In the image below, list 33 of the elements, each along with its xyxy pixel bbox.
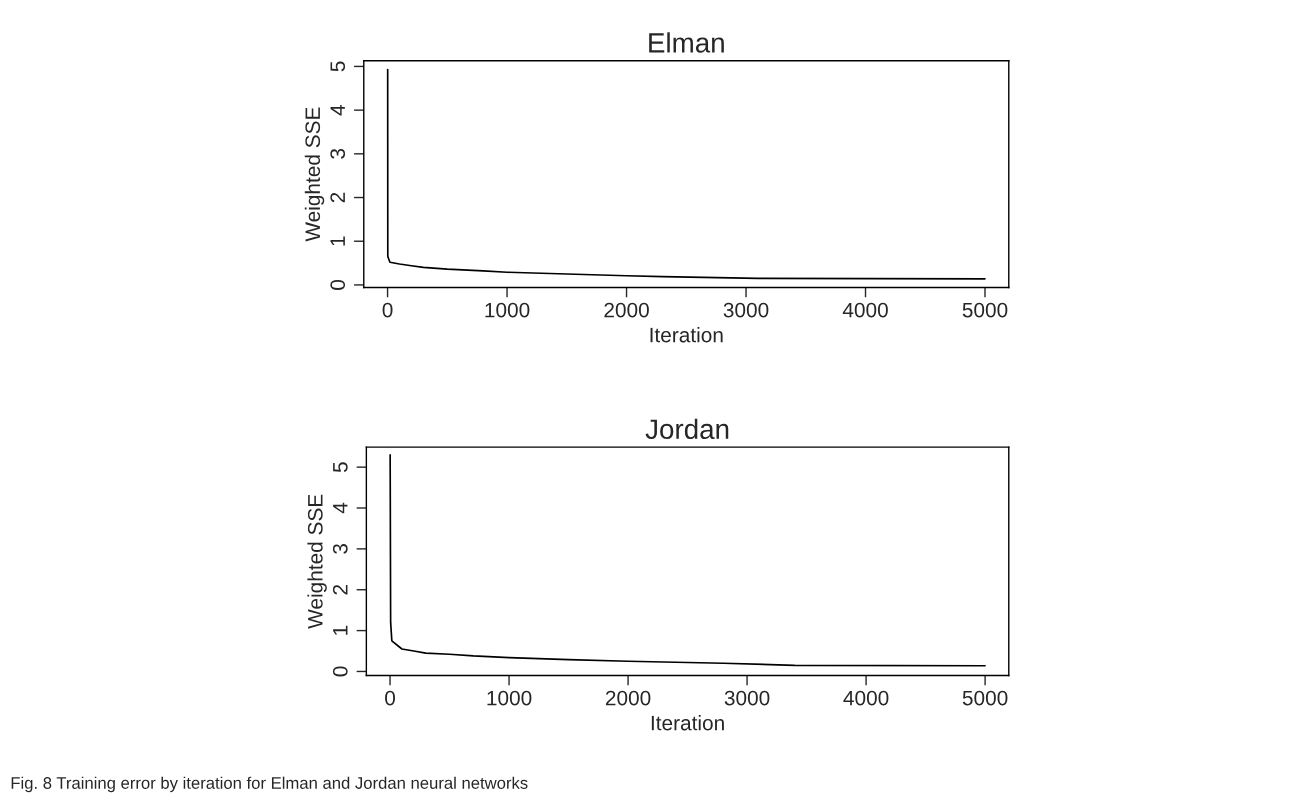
line-series [386, 68, 986, 280]
x-tick-label: 3000 [723, 302, 769, 318]
chart-title: Elman [649, 32, 724, 53]
y-tick-label: 2 [330, 192, 345, 203]
x-tick-label: 5000 [962, 690, 1008, 706]
y-tick-label: 1 [330, 236, 345, 246]
y-tick-label: 3 [330, 148, 346, 159]
x-axis-title: Iteration [651, 715, 724, 731]
y-axis-title: Weighted SSE [304, 107, 325, 242]
x-tick-label: 3000 [724, 690, 770, 706]
x-tick-label: 0 [385, 690, 396, 706]
y-tick-label: 0 [332, 666, 348, 677]
x-tick-label: 2000 [605, 690, 651, 706]
y-tick-label: 2 [332, 584, 348, 595]
x-tick-label: 4000 [842, 302, 888, 318]
y-tick-label: 4 [330, 104, 345, 116]
y-tick-label: 0 [330, 279, 346, 290]
x-tick-label: 4000 [843, 690, 889, 706]
y-tick-label: 5 [333, 462, 348, 473]
y-tick-label: 5 [330, 61, 346, 72]
x-axis-title: Iteration [650, 327, 723, 343]
y-axis-title: Weighted SSE [307, 494, 327, 629]
x-tick-label: 5000 [962, 302, 1008, 318]
caption: Fig. 8 Training error by iteration for Elman and Jordan neural networks [11, 776, 528, 793]
y-tick-label: 4 [333, 502, 348, 514]
x-tick-label: 0 [382, 302, 393, 318]
chart-title: Jordan [645, 418, 729, 440]
y-tick-label: 1 [333, 625, 348, 635]
x-tick-label: 2000 [604, 302, 649, 318]
y-tick-label: 3 [332, 543, 348, 554]
line-series [389, 454, 986, 667]
x-tick-label: 1000 [485, 302, 530, 318]
x-tick-label: 1000 [487, 690, 532, 706]
